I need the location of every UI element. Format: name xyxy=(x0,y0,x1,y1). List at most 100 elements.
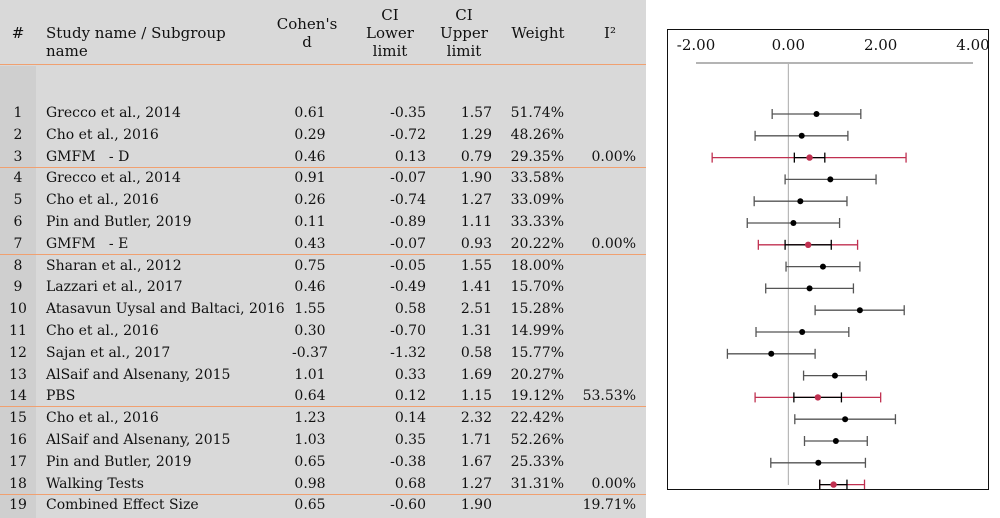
header-ci-upper: CI Upper limit xyxy=(424,6,504,60)
x-tick-label: 2.00 xyxy=(864,36,897,54)
effect-point xyxy=(799,329,806,335)
header-ci-upper-line3: limit xyxy=(446,42,482,60)
row-ci-lower: 0.33 xyxy=(394,366,426,383)
row-cohens-d: 0.26 xyxy=(294,192,326,209)
effect-point xyxy=(806,154,813,161)
row-weight: 22.42% xyxy=(510,410,564,427)
row-name: AlSaif and Alsenany, 2015 xyxy=(46,432,231,448)
row-name: Atasavun Uysal and Baltaci, 2016 xyxy=(46,301,285,318)
row-weight: 25.33% xyxy=(510,453,564,470)
row-weight: 14.99% xyxy=(510,323,564,339)
row-weight: 33.58% xyxy=(510,170,564,187)
effect-point xyxy=(804,241,812,248)
effect-point xyxy=(797,198,804,205)
row-i2: 53.53% xyxy=(582,388,636,405)
row-number: 1 xyxy=(13,105,23,121)
row-number: 7 xyxy=(13,235,23,252)
x-tick-label: -2.00 xyxy=(677,36,715,54)
row-name: PBS xyxy=(46,388,76,405)
row-weight: 33.33% xyxy=(510,214,564,230)
row-ci-lower: -1.32 xyxy=(390,344,426,361)
subgroup-separator xyxy=(0,253,646,255)
row-ci-upper: 1.90 xyxy=(460,170,492,187)
row-ci-upper: 1.41 xyxy=(460,279,492,296)
table-row: 5 Cho et al., 2016 0.26 -0.74 1.27 33.09% xyxy=(0,189,646,211)
row-ci-lower: -0.60 xyxy=(390,497,426,514)
row-cohens-d: 0.11 xyxy=(294,214,326,230)
row-cohens-d: 0.65 xyxy=(294,453,326,470)
row-ci-upper: 1.27 xyxy=(460,475,492,492)
row-ci-upper: 1.57 xyxy=(460,105,492,121)
row-name: Grecco et al., 2014 xyxy=(46,105,181,121)
table-row: 7 GMFM - E 0.43 -0.07 0.93 20.22% 0.00% xyxy=(0,233,646,255)
header-cohens-d-line2: d xyxy=(302,33,312,51)
row-weight: 18.00% xyxy=(510,257,564,274)
row-cohens-d: 0.75 xyxy=(294,257,326,274)
row-ci-upper: 0.93 xyxy=(460,235,492,252)
row-weight: 51.74% xyxy=(510,105,564,121)
row-cohens-d: -0.37 xyxy=(292,344,328,361)
row-ci-lower: -0.07 xyxy=(390,170,426,187)
effect-point xyxy=(830,481,837,488)
row-ci-lower: 0.68 xyxy=(394,475,426,492)
row-number: 14 xyxy=(9,388,27,405)
row-ci-lower: 0.12 xyxy=(394,388,426,405)
row-ci-lower: -0.38 xyxy=(390,453,426,470)
row-cohens-d: 0.46 xyxy=(294,279,326,296)
row-name: Sajan et al., 2017 xyxy=(46,344,171,361)
row-name: Cho et al., 2016 xyxy=(46,323,159,339)
table-row: 9 Lazzari et al., 2017 0.46 -0.49 1.41 15.70% xyxy=(0,276,646,298)
row-ci-upper: 2.51 xyxy=(460,301,492,318)
row-ci-upper: 1.69 xyxy=(460,366,492,383)
effect-point xyxy=(790,220,797,226)
table-row: 15 Cho et al., 2016 1.23 0.14 2.32 22.42% xyxy=(0,407,646,429)
row-weight: 29.35% xyxy=(510,148,564,165)
row-weight: 15.28% xyxy=(510,301,564,318)
effect-point xyxy=(856,307,863,314)
table-row: 12 Sajan et al., 2017 -0.37 -1.32 0.58 15.77% xyxy=(0,342,646,364)
row-weight: 31.31% xyxy=(510,475,564,492)
row-ci-upper: 1.15 xyxy=(460,388,492,405)
x-tick-label: 4.00 xyxy=(956,36,988,54)
row-i2: 0.00% xyxy=(591,235,636,252)
header-weight: Weight xyxy=(511,24,565,42)
row-ci-upper: 1.71 xyxy=(460,432,492,448)
row-number: 17 xyxy=(9,453,27,470)
row-ci-lower: -0.07 xyxy=(390,235,426,252)
table-row: 14 PBS 0.64 0.12 1.15 19.12% 53.53% xyxy=(0,385,646,407)
row-name: Cho et al., 2016 xyxy=(46,410,159,427)
row-ci-lower: 0.35 xyxy=(394,432,426,448)
row-name: Cho et al., 2016 xyxy=(46,192,159,209)
row-cohens-d: 0.64 xyxy=(294,388,326,405)
header-ci-lower-line2: Lower xyxy=(366,24,414,42)
effect-point xyxy=(819,263,826,270)
row-ci-upper: 1.67 xyxy=(460,453,492,470)
effect-point xyxy=(814,394,822,401)
subgroup-separator xyxy=(0,166,646,168)
header-ci-upper-line1: CI xyxy=(455,6,473,24)
row-i2: 0.00% xyxy=(591,475,636,492)
effect-point xyxy=(768,350,775,357)
row-number: 8 xyxy=(13,257,23,274)
row-weight: 15.70% xyxy=(510,279,564,296)
header-ci-lower-line1: CI xyxy=(381,6,399,24)
row-cohens-d: 1.23 xyxy=(294,410,326,427)
header-i2: I² xyxy=(604,24,616,42)
row-ci-lower: -0.72 xyxy=(390,126,426,143)
header-ci-lower-line3: limit xyxy=(372,42,408,60)
row-i2: 19.71% xyxy=(582,497,636,514)
header-ci-lower: CI Lower limit xyxy=(350,6,430,60)
effect-point xyxy=(815,459,822,466)
row-number: 11 xyxy=(9,323,27,339)
row-name: AlSaif and Alsenany, 2015 xyxy=(46,366,231,383)
table-row: 1 Grecco et al., 2014 0.61 -0.35 1.57 51.74% xyxy=(0,102,646,124)
header-cohens-d-line1: Cohen's xyxy=(276,15,338,33)
row-ci-upper: 1.29 xyxy=(460,126,492,143)
row-weight: 20.22% xyxy=(510,235,564,252)
row-cohens-d: 0.46 xyxy=(294,148,326,165)
row-number: 19 xyxy=(9,497,27,514)
table-row: 13 AlSaif and Alsenany, 2015 1.01 0.33 1.69 2… xyxy=(0,364,646,386)
row-ci-lower: -0.49 xyxy=(390,279,426,296)
row-ci-upper: 1.55 xyxy=(460,257,492,274)
effect-point xyxy=(806,285,813,292)
